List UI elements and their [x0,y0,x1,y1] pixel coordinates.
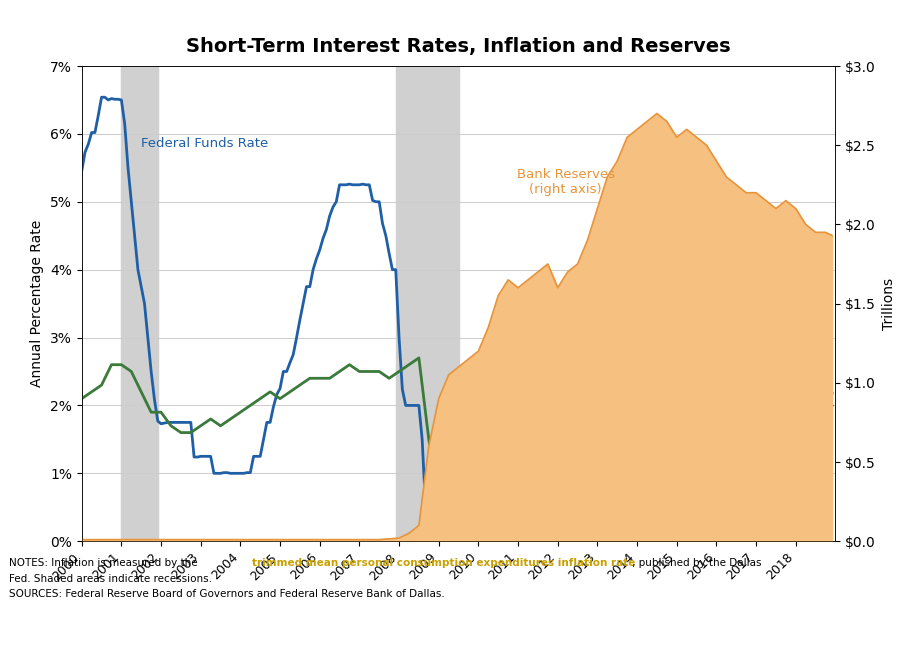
Text: NOTES: Inflation is measured by the: NOTES: Inflation is measured by the [9,558,201,568]
Text: Bank Reserves
(right axis): Bank Reserves (right axis) [517,168,615,196]
Text: SOURCES: Federal Reserve Board of Governors and Federal Reserve Bank of Dallas.: SOURCES: Federal Reserve Board of Govern… [9,589,445,599]
Text: ST. LOUIS: ST. LOUIS [170,628,262,642]
Text: of: of [150,628,164,642]
Y-axis label: Trillions: Trillions [882,278,895,329]
Text: FEDERAL RESERVE BANK: FEDERAL RESERVE BANK [9,628,242,642]
Text: Inflation: Inflation [506,372,560,385]
Title: Short-Term Interest Rates, Inflation and Reserves: Short-Term Interest Rates, Inflation and… [186,37,731,56]
Bar [122,66,158,541]
Text: , published by the Dallas: , published by the Dallas [632,558,762,568]
Text: Fed. Shaded areas indicate recessions.: Fed. Shaded areas indicate recessions. [9,574,212,584]
Bar [396,66,459,541]
Text: trimmed mean personal consumption expenditures inflation rate: trimmed mean personal consumption expend… [252,558,636,568]
Y-axis label: Annual Percentage Rate: Annual Percentage Rate [31,220,44,387]
Text: Federal Funds Rate: Federal Funds Rate [142,137,269,150]
Text: Interest on
Excess Reserves: Interest on Excess Reserves [558,497,667,525]
